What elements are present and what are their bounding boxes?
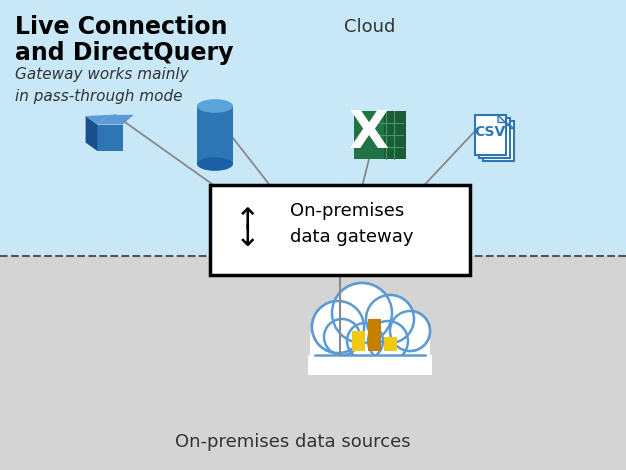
Ellipse shape: [197, 99, 233, 113]
FancyBboxPatch shape: [377, 111, 406, 159]
FancyBboxPatch shape: [308, 355, 432, 375]
Polygon shape: [498, 115, 506, 123]
Text: Cloud: Cloud: [344, 18, 396, 36]
FancyBboxPatch shape: [210, 185, 470, 275]
Text: Gateway works mainly
in pass-through mode: Gateway works mainly in pass-through mod…: [15, 67, 188, 104]
Circle shape: [391, 312, 429, 350]
Circle shape: [325, 320, 359, 354]
Text: X: X: [349, 109, 389, 159]
Circle shape: [368, 321, 408, 361]
Text: On-premises data sources: On-premises data sources: [175, 433, 411, 451]
Text: CSV: CSV: [475, 125, 506, 140]
Circle shape: [333, 284, 391, 342]
Text: ↓: ↓: [235, 224, 261, 252]
Circle shape: [332, 283, 392, 343]
Circle shape: [347, 323, 383, 359]
Circle shape: [312, 301, 364, 353]
Circle shape: [348, 324, 382, 358]
Ellipse shape: [197, 157, 233, 171]
FancyBboxPatch shape: [197, 106, 233, 164]
FancyBboxPatch shape: [310, 333, 430, 361]
Polygon shape: [86, 115, 109, 125]
Polygon shape: [506, 121, 513, 128]
Circle shape: [369, 322, 407, 360]
FancyBboxPatch shape: [0, 256, 626, 470]
Circle shape: [367, 296, 413, 342]
Text: and DirectQuery: and DirectQuery: [15, 41, 233, 65]
FancyBboxPatch shape: [483, 121, 513, 161]
Circle shape: [390, 311, 430, 351]
FancyBboxPatch shape: [368, 319, 381, 351]
Polygon shape: [86, 116, 98, 151]
FancyBboxPatch shape: [352, 331, 365, 351]
Polygon shape: [502, 118, 510, 125]
FancyBboxPatch shape: [354, 111, 384, 159]
Text: Live Connection: Live Connection: [15, 15, 227, 39]
Circle shape: [366, 295, 414, 343]
Circle shape: [324, 319, 360, 355]
Polygon shape: [98, 115, 134, 125]
FancyBboxPatch shape: [475, 115, 506, 155]
FancyBboxPatch shape: [0, 0, 626, 256]
Circle shape: [313, 302, 363, 352]
FancyBboxPatch shape: [478, 118, 510, 158]
Polygon shape: [98, 125, 123, 151]
Text: ↑: ↑: [235, 207, 261, 236]
FancyBboxPatch shape: [384, 337, 397, 351]
Text: On-premises
data gateway: On-premises data gateway: [290, 202, 414, 246]
